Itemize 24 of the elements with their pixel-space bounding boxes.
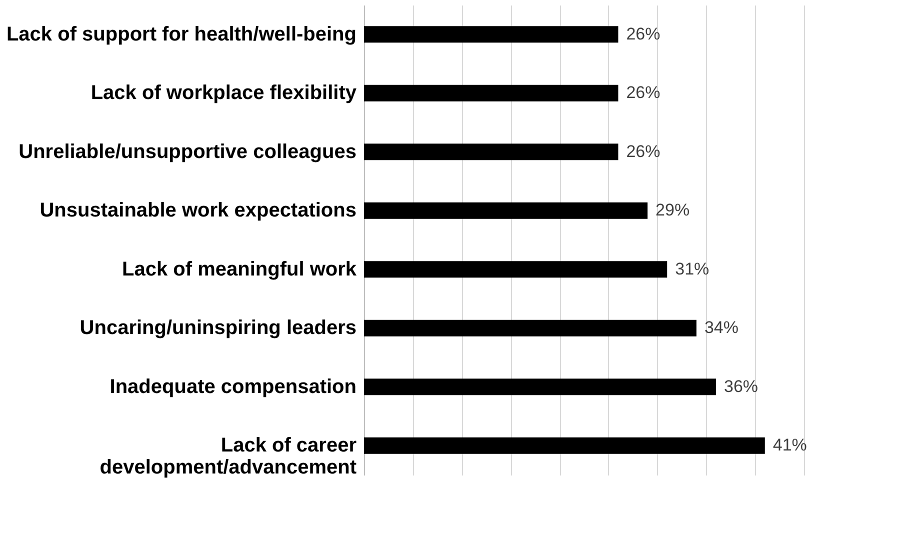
data-label: 31% [675, 259, 710, 278]
data-label: 34% [704, 318, 738, 338]
bar [364, 26, 618, 43]
data-label: 26% [626, 83, 660, 102]
y-tick-label: Lack of career development/advancement [100, 434, 357, 479]
bar [364, 437, 765, 454]
bar [364, 378, 716, 396]
data-label: 26% [626, 142, 660, 161]
data-label: 29% [656, 200, 690, 220]
data-label: 36% [724, 376, 758, 396]
y-tick-label: Unsustainable work expectations [40, 200, 356, 222]
bar [364, 202, 648, 219]
bar [364, 261, 668, 278]
y-tick-label: Lack of support for health/well-being [6, 23, 356, 46]
data-label: 41% [772, 436, 807, 455]
bar [364, 320, 696, 336]
y-tick-label: Lack of workplace flexibility [90, 82, 358, 104]
y-tick-label: Unreliable/unsupportive colleagues [18, 140, 356, 163]
bar [364, 144, 618, 160]
y-tick-label: Inadequate compensation [110, 376, 356, 398]
y-tick-label: Lack of meaningful work [122, 258, 358, 280]
data-label: 26% [626, 24, 660, 44]
bar [364, 84, 618, 102]
y-tick-label: Uncaring/uninspiring leaders [80, 317, 356, 340]
